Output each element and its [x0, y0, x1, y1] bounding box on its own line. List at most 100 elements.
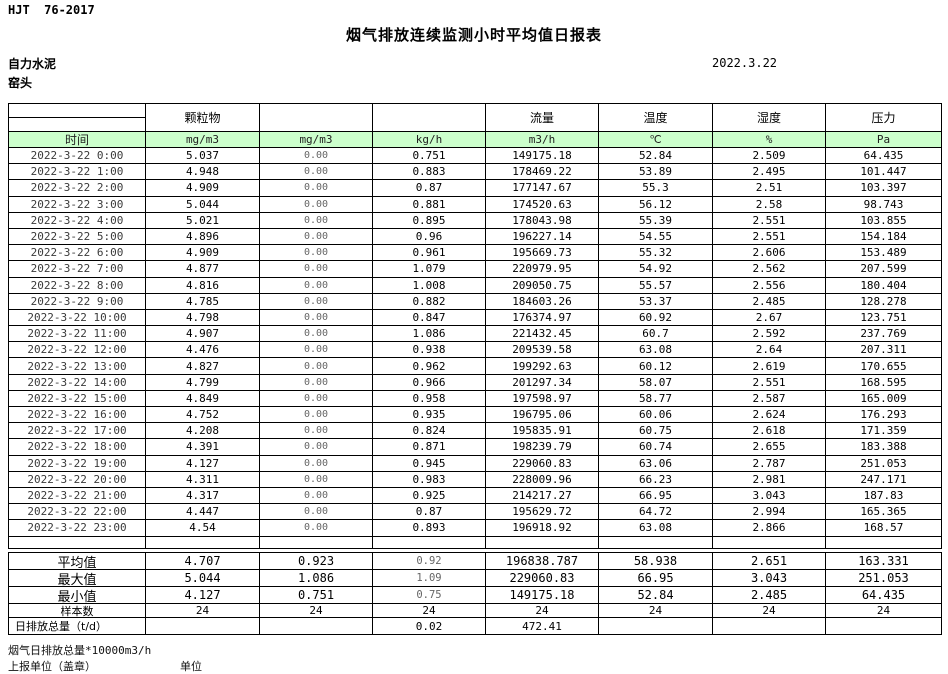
value-cell: 64.72 — [599, 504, 713, 521]
summary-value: 196838.787 — [486, 553, 599, 570]
time-cell: 2022-3-22 10:00 — [9, 309, 146, 327]
hourly-row: 2022-3-22 4:00 5.021 0.00 0.895 178043.98 55.… — [9, 212, 941, 229]
value-cell: 53.89 — [599, 164, 713, 181]
hourly-row: 2022-3-22 10:00 4.798 0.00 0.847 176374.97 60… — [9, 309, 941, 327]
value-cell: 201297.34 — [486, 374, 599, 391]
value-cell: 5.021 — [146, 212, 260, 229]
value-cell: 195835.91 — [486, 423, 599, 440]
header-temperature: 温度 — [599, 104, 713, 132]
summary-value: 229060.83 — [486, 570, 599, 587]
hourly-row: 2022-3-22 23:00 4.54 0.00 0.893 196918.92 63.… — [9, 520, 941, 537]
summary-value: 1.09 — [373, 570, 486, 587]
summary-value: 24 — [826, 604, 941, 618]
value-cell: 2.618 — [713, 423, 826, 440]
time-cell: 2022-3-22 14:00 — [9, 374, 146, 391]
value-cell: 149175.18 — [486, 148, 599, 165]
time-cell: 2022-3-22 0:00 — [9, 148, 146, 165]
summary-row: 平均值 4.707 0.923 0.92 196838.787 58.938 2.651 16… — [9, 553, 941, 570]
header-time-upper — [9, 104, 145, 118]
summary-value: 66.95 — [599, 570, 713, 587]
main-table: 颗粒物 流量 温度 湿度 压力 时间 mg/m3 mg/m3 kg/h m3/h… — [8, 103, 942, 549]
value-cell: 0.00 — [260, 228, 373, 246]
value-cell: 2.551 — [713, 212, 826, 229]
value-cell: 2.556 — [713, 277, 826, 294]
header-particulate: 颗粒物 — [146, 104, 260, 132]
summary-label: 样本数 — [9, 604, 146, 618]
summary-value: 24 — [260, 604, 373, 618]
time-cell: 2022-3-22 7:00 — [9, 261, 146, 278]
value-cell: 0.824 — [373, 423, 486, 440]
value-cell: 183.388 — [826, 439, 941, 456]
value-cell: 2.485 — [713, 293, 826, 310]
value-cell: 0.00 — [260, 245, 373, 262]
value-cell: 247.171 — [826, 472, 941, 488]
value-cell: 53.37 — [599, 293, 713, 310]
hourly-row: 2022-3-22 20:00 4.311 0.00 0.983 228009.96 66… — [9, 471, 941, 488]
report-title: 烟气排放连续监测小时平均值日报表 — [345, 26, 602, 44]
value-cell: 196227.14 — [486, 228, 599, 246]
value-cell: 123.751 — [826, 310, 941, 327]
value-cell: 178469.22 — [486, 164, 599, 181]
time-cell: 2022-3-22 12:00 — [9, 342, 146, 359]
value-cell: 0.00 — [260, 455, 373, 472]
value-cell: 0.883 — [373, 164, 486, 181]
monitoring-point: 窑头 — [8, 76, 33, 90]
summary-value: 0.923 — [260, 553, 373, 570]
time-cell: 2022-3-22 20:00 — [9, 471, 146, 488]
value-cell: 52.84 — [599, 148, 713, 165]
company-name: 自力水泥 — [8, 57, 57, 71]
value-cell: 4.948 — [146, 164, 260, 181]
value-cell: 60.06 — [599, 407, 713, 424]
value-cell: 60.74 — [599, 439, 713, 456]
value-cell: 1.086 — [373, 326, 486, 343]
value-cell: 66.23 — [599, 471, 713, 488]
value-cell: 63.06 — [599, 455, 713, 472]
value-cell: 1.008 — [373, 277, 486, 294]
value-cell: 4.476 — [146, 342, 260, 359]
value-cell: 5.044 — [146, 196, 260, 213]
value-cell: 2.655 — [713, 439, 826, 456]
value-cell: 0.00 — [260, 423, 373, 440]
summary-label: 最小值 — [9, 587, 146, 604]
value-cell: 4.317 — [146, 487, 260, 505]
value-cell: 58.77 — [599, 390, 713, 407]
value-cell: 0.983 — [373, 471, 486, 488]
value-cell: 55.32 — [599, 245, 713, 262]
value-cell: 0.00 — [260, 358, 373, 375]
time-cell: 2022-3-22 21:00 — [9, 487, 146, 505]
value-cell: 0.00 — [260, 487, 373, 505]
value-cell: 2.64 — [713, 342, 826, 359]
value-cell: 55.57 — [599, 277, 713, 294]
summary-value — [713, 618, 826, 634]
value-cell: 0.00 — [260, 293, 373, 310]
summary-value: 52.84 — [599, 587, 713, 604]
unit-percent: % — [713, 132, 826, 148]
value-cell: 2.619 — [713, 358, 826, 375]
value-cell: 0.00 — [260, 148, 373, 165]
summary-value: 24 — [713, 604, 826, 618]
value-cell: 0.945 — [373, 455, 486, 472]
summary-value: 0.75 — [373, 587, 486, 604]
summary-label: 最大值 — [9, 570, 146, 587]
summary-value: 24 — [373, 604, 486, 618]
hourly-row: 2022-3-22 15:00 4.849 0.00 0.958 197598.97 58… — [9, 390, 941, 407]
value-cell: 54.92 — [599, 261, 713, 278]
value-cell: 2.587 — [713, 390, 826, 407]
value-cell: 2.624 — [713, 407, 826, 424]
value-cell: 2.67 — [713, 309, 826, 327]
value-cell: 101.447 — [826, 164, 941, 181]
hourly-row: 2022-3-22 16:00 4.752 0.00 0.935 196795.06 60… — [9, 407, 941, 424]
header-blank-2 — [373, 104, 486, 132]
value-cell: 237.769 — [826, 326, 941, 343]
value-cell: 55.39 — [599, 212, 713, 229]
time-cell: 2022-3-22 17:00 — [9, 423, 146, 440]
summary-row: 样本数 24 24 24 24 24 24 24 — [9, 604, 941, 618]
value-cell: 4.877 — [146, 261, 260, 278]
unit-mg-m3-1: mg/m3 — [146, 132, 260, 148]
time-cell: 2022-3-22 23:00 — [9, 520, 146, 537]
value-cell: 55.3 — [599, 180, 713, 197]
summary-value: 4.127 — [146, 587, 260, 604]
value-cell: 196918.92 — [486, 520, 599, 537]
value-cell: 4.816 — [146, 277, 260, 294]
header-flow: 流量 — [486, 104, 599, 132]
